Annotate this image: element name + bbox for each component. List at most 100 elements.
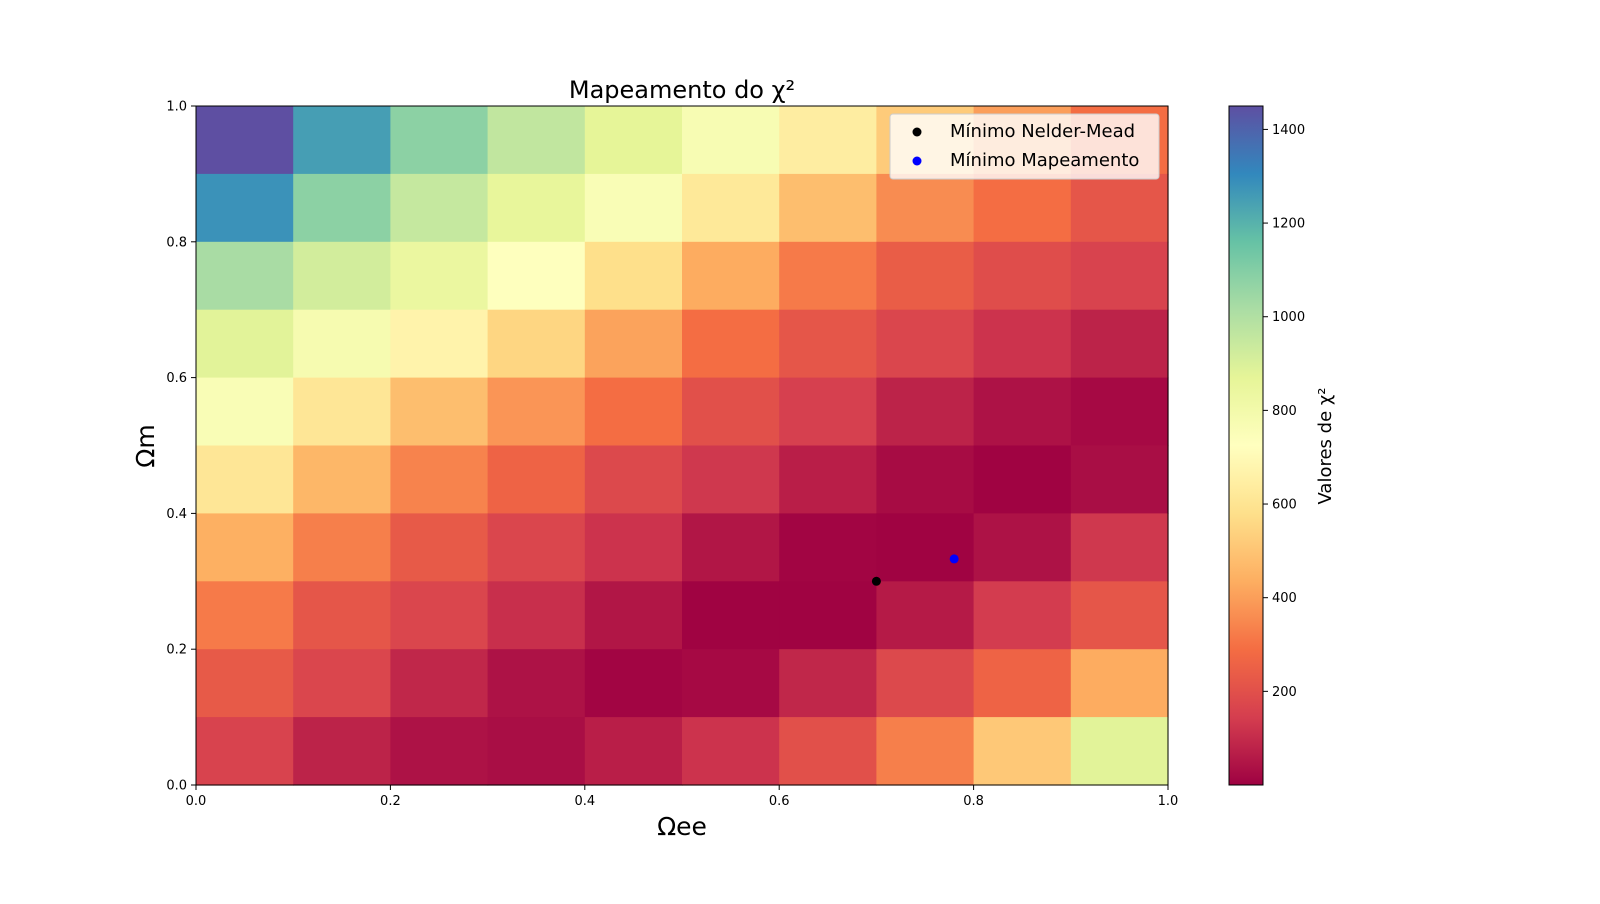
heatmap-cell-r2-c8 xyxy=(973,241,1072,311)
x-tick-label: 0.8 xyxy=(963,794,984,809)
colorbar-tick-label: 1200 xyxy=(1272,217,1305,232)
heatmap-cell-r4-c7 xyxy=(876,377,975,447)
heatmap-cell-r3-c6 xyxy=(779,309,877,379)
heatmap-cell-r6-c5 xyxy=(682,513,780,582)
heatmap-cell-r7-c5 xyxy=(682,581,780,650)
heatmap-cells xyxy=(196,106,1169,786)
heatmap-cell-r3-c5 xyxy=(682,309,780,379)
heatmap-cell-r2-c6 xyxy=(779,241,877,311)
minimum-points xyxy=(871,554,959,586)
heatmap-cell-r6-c0 xyxy=(196,513,294,582)
heatmap-cell-r1-c8 xyxy=(973,173,1072,243)
heatmap-cell-r2-c9 xyxy=(1070,241,1169,311)
heatmap-cell-r4-c0 xyxy=(196,377,294,447)
heatmap-cell-r8-c2 xyxy=(390,649,489,718)
heatmap-cell-r3-c3 xyxy=(487,309,586,379)
heatmap-cell-r3-c2 xyxy=(390,309,489,379)
heatmap-cell-r8-c8 xyxy=(973,649,1072,718)
heatmap-cell-r4-c6 xyxy=(779,377,877,447)
heatmap-cell-r8-c5 xyxy=(682,649,780,718)
heatmap-cell-r5-c8 xyxy=(973,445,1072,514)
heatmap-cell-r9-c0 xyxy=(196,717,294,786)
heatmap-cell-r6-c1 xyxy=(293,513,391,582)
heatmap-cell-r9-c2 xyxy=(390,717,489,786)
colorbar-tick-label: 200 xyxy=(1272,685,1297,700)
heatmap-cell-r0-c1 xyxy=(293,106,391,175)
heatmap-cell-r7-c3 xyxy=(487,581,586,650)
heatmap-cell-r8-c1 xyxy=(293,649,391,718)
heatmap-cell-r5-c4 xyxy=(584,445,683,514)
heatmap-cell-r6-c9 xyxy=(1070,513,1169,582)
heatmap-cell-r9-c6 xyxy=(779,717,877,786)
x-tick-label: 0.0 xyxy=(186,794,207,809)
y-tick-label: 0.2 xyxy=(166,643,187,658)
colorbar-tick-label: 800 xyxy=(1272,404,1297,419)
heatmap-cell-r3-c9 xyxy=(1070,309,1169,379)
chart-title: Mapeamento do χ² xyxy=(569,76,795,104)
x-tick-label: 0.6 xyxy=(769,794,790,809)
legend-label-mapeamento: Mínimo Mapeamento xyxy=(950,150,1139,171)
heatmap-cell-r8-c9 xyxy=(1070,649,1169,718)
heatmap-cell-r5-c9 xyxy=(1070,445,1169,514)
x-tick-label: 0.4 xyxy=(574,794,595,809)
x-tick-label: 1.0 xyxy=(1158,794,1179,809)
heatmap-cell-r4-c5 xyxy=(682,377,780,447)
heatmap-cell-r6-c3 xyxy=(487,513,586,582)
heatmap-cell-r8-c7 xyxy=(876,649,975,718)
point-minimo-mapeamento xyxy=(949,554,959,564)
heatmap-cell-r2-c7 xyxy=(876,241,975,311)
heatmap-cell-r1-c2 xyxy=(390,173,489,243)
heatmap-cell-r3-c8 xyxy=(973,309,1072,379)
heatmap-cell-r5-c1 xyxy=(293,445,391,514)
colorbar-tick-label: 400 xyxy=(1272,591,1297,606)
heatmap-cell-r5-c3 xyxy=(487,445,586,514)
heatmap-cell-r4-c3 xyxy=(487,377,586,447)
heatmap-cell-r3-c7 xyxy=(876,309,975,379)
colorbar-tick-label: 600 xyxy=(1272,498,1297,513)
heatmap-cell-r8-c4 xyxy=(584,649,683,718)
heatmap-cell-r9-c1 xyxy=(293,717,391,786)
heatmap-cell-r5-c6 xyxy=(779,445,877,514)
point-minimo-nelder-mead xyxy=(871,576,881,586)
heatmap-cell-r0-c5 xyxy=(682,106,780,175)
x-axis-ticks: 0.0 0.2 0.4 0.6 0.8 1.0 xyxy=(186,785,1179,809)
heatmap-cell-r7-c4 xyxy=(584,581,683,650)
heatmap-cell-r7-c7 xyxy=(876,581,975,650)
heatmap-cell-r4-c4 xyxy=(584,377,683,447)
heatmap-cell-r2-c2 xyxy=(390,241,489,311)
heatmap-cell-r3-c0 xyxy=(196,309,294,379)
heatmap-cell-r4-c9 xyxy=(1070,377,1169,447)
y-tick-label: 0.0 xyxy=(166,779,187,794)
heatmap-cell-r7-c8 xyxy=(973,581,1072,650)
y-tick-label: 1.0 xyxy=(166,100,187,115)
colorbar xyxy=(1228,105,1264,786)
legend: Mínimo Nelder-Mead Mínimo Mapeamento xyxy=(889,113,1160,180)
heatmap-cell-r9-c4 xyxy=(584,717,683,786)
heatmap-cell-r8-c3 xyxy=(487,649,586,718)
y-tick-label: 0.4 xyxy=(166,507,187,522)
colorbar-tick-label: 1400 xyxy=(1272,123,1305,138)
heatmap-cell-r1-c6 xyxy=(779,173,877,243)
heatmap-cell-r5-c2 xyxy=(390,445,489,514)
heatmap-cell-r7-c1 xyxy=(293,581,391,650)
heatmap-cell-r4-c8 xyxy=(973,377,1072,447)
heatmap-cell-r6-c7 xyxy=(876,513,975,582)
heatmap-cell-r7-c9 xyxy=(1070,581,1169,650)
heatmap-cell-r5-c7 xyxy=(876,445,975,514)
x-tick-label: 0.2 xyxy=(380,794,401,809)
heatmap-cell-r9-c5 xyxy=(682,717,780,786)
heatmap-cell-r9-c8 xyxy=(973,717,1072,786)
heatmap-cell-r0-c3 xyxy=(487,106,586,175)
colorbar-ticks: 200 400 600 800 1000 1200 1400 xyxy=(1263,123,1305,700)
heatmap-cell-r5-c0 xyxy=(196,445,294,514)
legend-marker-nelder-mead xyxy=(912,127,922,137)
heatmap-cell-r7-c0 xyxy=(196,581,294,650)
heatmap-cell-r3-c4 xyxy=(584,309,683,379)
heatmap-cell-r4-c1 xyxy=(293,377,391,447)
heatmap-cell-r1-c1 xyxy=(293,173,391,243)
heatmap-cell-r2-c1 xyxy=(293,241,391,311)
legend-label-nelder-mead: Mínimo Nelder-Mead xyxy=(950,121,1135,142)
heatmap-cell-r8-c0 xyxy=(196,649,294,718)
